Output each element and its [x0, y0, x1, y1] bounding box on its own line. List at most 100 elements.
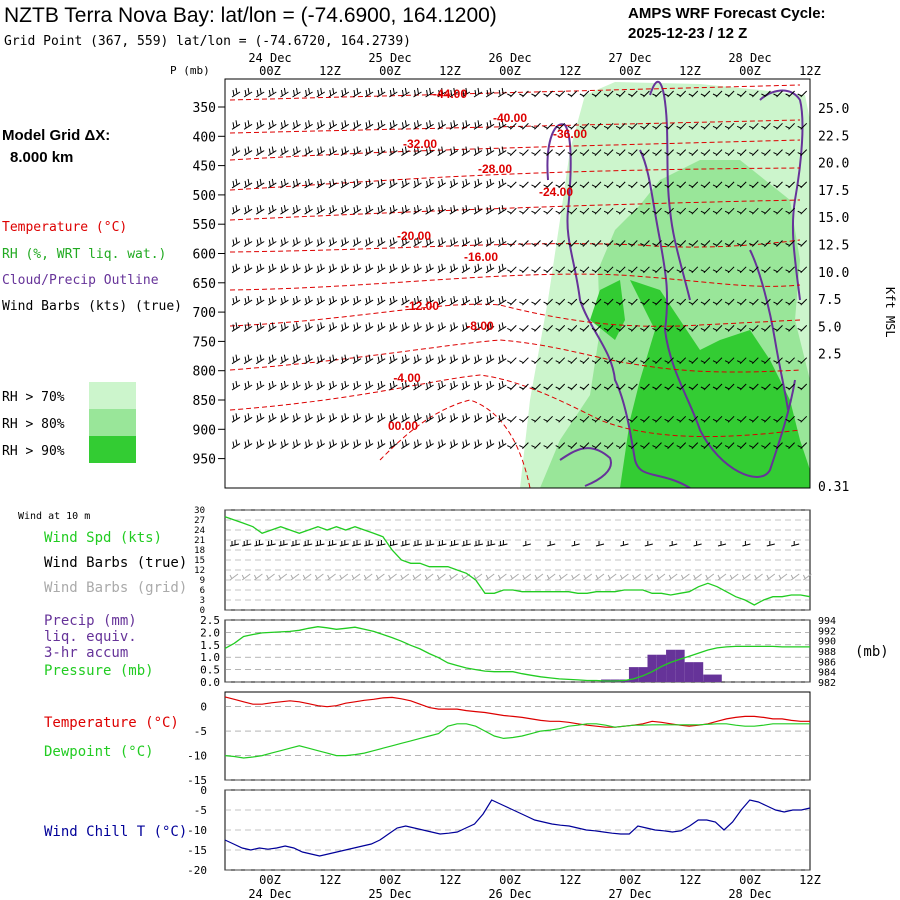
precip-bar	[712, 674, 722, 682]
temperature-contour-label: -32.00	[403, 137, 437, 151]
height-tick-label: 2.5	[818, 348, 841, 363]
precip-bar	[656, 654, 667, 682]
wind-tick-label: 12	[194, 566, 205, 576]
wind-speed-label: Wind Spd (kts)	[44, 530, 162, 546]
height-tick-label: 10.0	[818, 266, 849, 281]
wind-tick-label: 9	[200, 576, 205, 586]
windchill-tick-label: 0	[200, 784, 207, 797]
pressure-tick-label: 400	[193, 130, 216, 145]
pressure-tick-label: 986	[818, 657, 836, 668]
bottom-tick-label: 12Z	[679, 873, 701, 887]
wind-tick-label: 15	[194, 556, 205, 566]
height-tick-label: 22.5	[818, 129, 849, 144]
bottom-date-label: 24 Dec	[248, 887, 291, 900]
precip-tick-label: 2.0	[200, 626, 220, 639]
top-tick-label: 00Z	[379, 64, 401, 78]
legend-cloud: Cloud/Precip Outline	[2, 273, 159, 288]
pressure-tick-label: 992	[818, 626, 836, 637]
temperature-tick-label: -15	[187, 774, 207, 787]
pressure-tick-label: 990	[818, 637, 836, 648]
legend-rh: RH (%, WRT liq. wat.)	[2, 247, 166, 262]
temperature-contour-label: -24.00	[539, 185, 573, 199]
bottom-date-label: 28 Dec	[728, 887, 771, 900]
pressure-tick-label: 800	[193, 365, 216, 380]
pressure-tick-label: 950	[193, 453, 216, 468]
windchill-panel: Wind Chill T (°C) 0 -5 -10 -15 -20	[44, 784, 811, 877]
pressure-tick-label: 750	[193, 335, 216, 350]
wind-panel: Wind at 10 m Wind Spd (kts) Wind Barbs (…	[18, 506, 812, 616]
temperature-line	[224, 696, 810, 728]
chart-title: NZTB Terra Nova Bay: lat/lon = (-74.6900…	[4, 4, 497, 27]
wind-barbs-grid	[229, 573, 812, 581]
top-tick-label: 12Z	[679, 64, 701, 78]
precip-tick-label: 0.5	[200, 664, 220, 677]
wind-barb-field	[231, 87, 808, 450]
bottom-date-label: 26 Dec	[488, 887, 531, 900]
top-tick-label: 00Z	[499, 64, 521, 78]
pressure-tick-label: 550	[193, 218, 216, 233]
top-date-label: 26 Dec	[488, 51, 531, 65]
temperature-contour-label: -8.00	[466, 319, 494, 333]
wind-tick-label: 3	[200, 596, 205, 606]
temperature-labels: -44.00 -40.00 -36.00 -32.00 -28.00 -24.00 -20.…	[388, 87, 587, 433]
wind-barbs-true-label: Wind Barbs (true)	[44, 555, 187, 571]
windchill-tick-label: -15	[187, 844, 207, 857]
rh-key-label-80: RH > 80%	[2, 417, 65, 432]
precip-bar	[693, 662, 704, 682]
cycle-value: 2025-12-23 / 12 Z	[628, 25, 747, 42]
height-tick-label: 5.0	[818, 320, 841, 335]
windchill-tick-label: -5	[194, 804, 207, 817]
cross-section-frame	[224, 78, 811, 489]
pressure-tick-label: 900	[193, 423, 216, 438]
top-date-label: 25 Dec	[368, 51, 411, 65]
pressure-tick-label: 450	[193, 160, 216, 175]
temperature-label: Temperature (°C)	[44, 715, 179, 731]
pressure-axis: 350 400 450 500 550 600 650 700 750 800 850 900 950	[193, 101, 225, 468]
precip-bar	[638, 667, 648, 682]
precip-panel: Precip (mm) liq. equiv. 3-hr accum Press…	[44, 613, 889, 689]
wind-tick-label: 18	[194, 546, 205, 556]
windchill-label: Wind Chill T (°C)	[44, 824, 187, 840]
bottom-tick-label: 00Z	[739, 873, 761, 887]
top-date-label: 24 Dec	[248, 51, 291, 65]
bottom-tick-label: 12Z	[319, 873, 341, 887]
temperature-contour-label: -12.00	[405, 299, 439, 313]
wind-barbs-true	[229, 540, 800, 547]
precip-tick-label: 1.0	[200, 651, 220, 664]
pressure-axis-title: P (mb)	[170, 64, 210, 77]
precip-tick-label: 1.5	[200, 639, 220, 652]
height-tick-label: 20.0	[818, 157, 849, 172]
rh-shading	[229, 80, 810, 488]
height-tick-label: 25.0	[818, 102, 849, 117]
temperature-contour-label: -44.00	[433, 87, 467, 101]
precip-accum-label: 3-hr accum	[44, 645, 128, 661]
cloud-outline	[546, 80, 804, 488]
model-grid-label: Model Grid ΔX:	[2, 127, 110, 144]
windchill-y-axis: 0 -5 -10 -15 -20	[187, 784, 207, 877]
pressure-tick-label: 982	[818, 678, 836, 689]
bottom-tick-label: 00Z	[379, 873, 401, 887]
bottom-tick-label: 12Z	[799, 873, 821, 887]
height-axis-title: Kft MSL	[883, 287, 897, 338]
model-grid-value: 8.000 km	[10, 149, 73, 166]
top-date-label: 28 Dec	[728, 51, 771, 65]
height-axis: 25.0 22.5 20.0 17.5 15.0 12.5 10.0 7.5 5.0 2.5 0.3…	[818, 102, 849, 495]
bottom-tick-label: 12Z	[559, 873, 581, 887]
bottom-date-label: 25 Dec	[368, 887, 411, 900]
top-tick-label: 00Z	[619, 64, 641, 78]
pressure-tick-label: 994	[818, 616, 836, 627]
wind-barbs-grid-label: Wind Barbs (grid)	[44, 580, 187, 596]
pressure-line	[224, 626, 810, 682]
temperature-contour-label: -40.00	[493, 111, 527, 125]
top-tick-label: 12Z	[799, 64, 821, 78]
temperature-tick-label: -10	[187, 750, 207, 763]
windchill-tick-label: -10	[187, 824, 207, 837]
height-tick-label: 7.5	[818, 293, 841, 308]
wind-barb-grid-marks	[229, 573, 812, 581]
windchill-line	[224, 799, 811, 857]
rh-key-label-90: RH > 90%	[2, 444, 65, 459]
precip-bar	[628, 667, 639, 682]
pressure-tick-label: 650	[193, 277, 216, 292]
rh-key-swatch-70	[89, 382, 136, 409]
